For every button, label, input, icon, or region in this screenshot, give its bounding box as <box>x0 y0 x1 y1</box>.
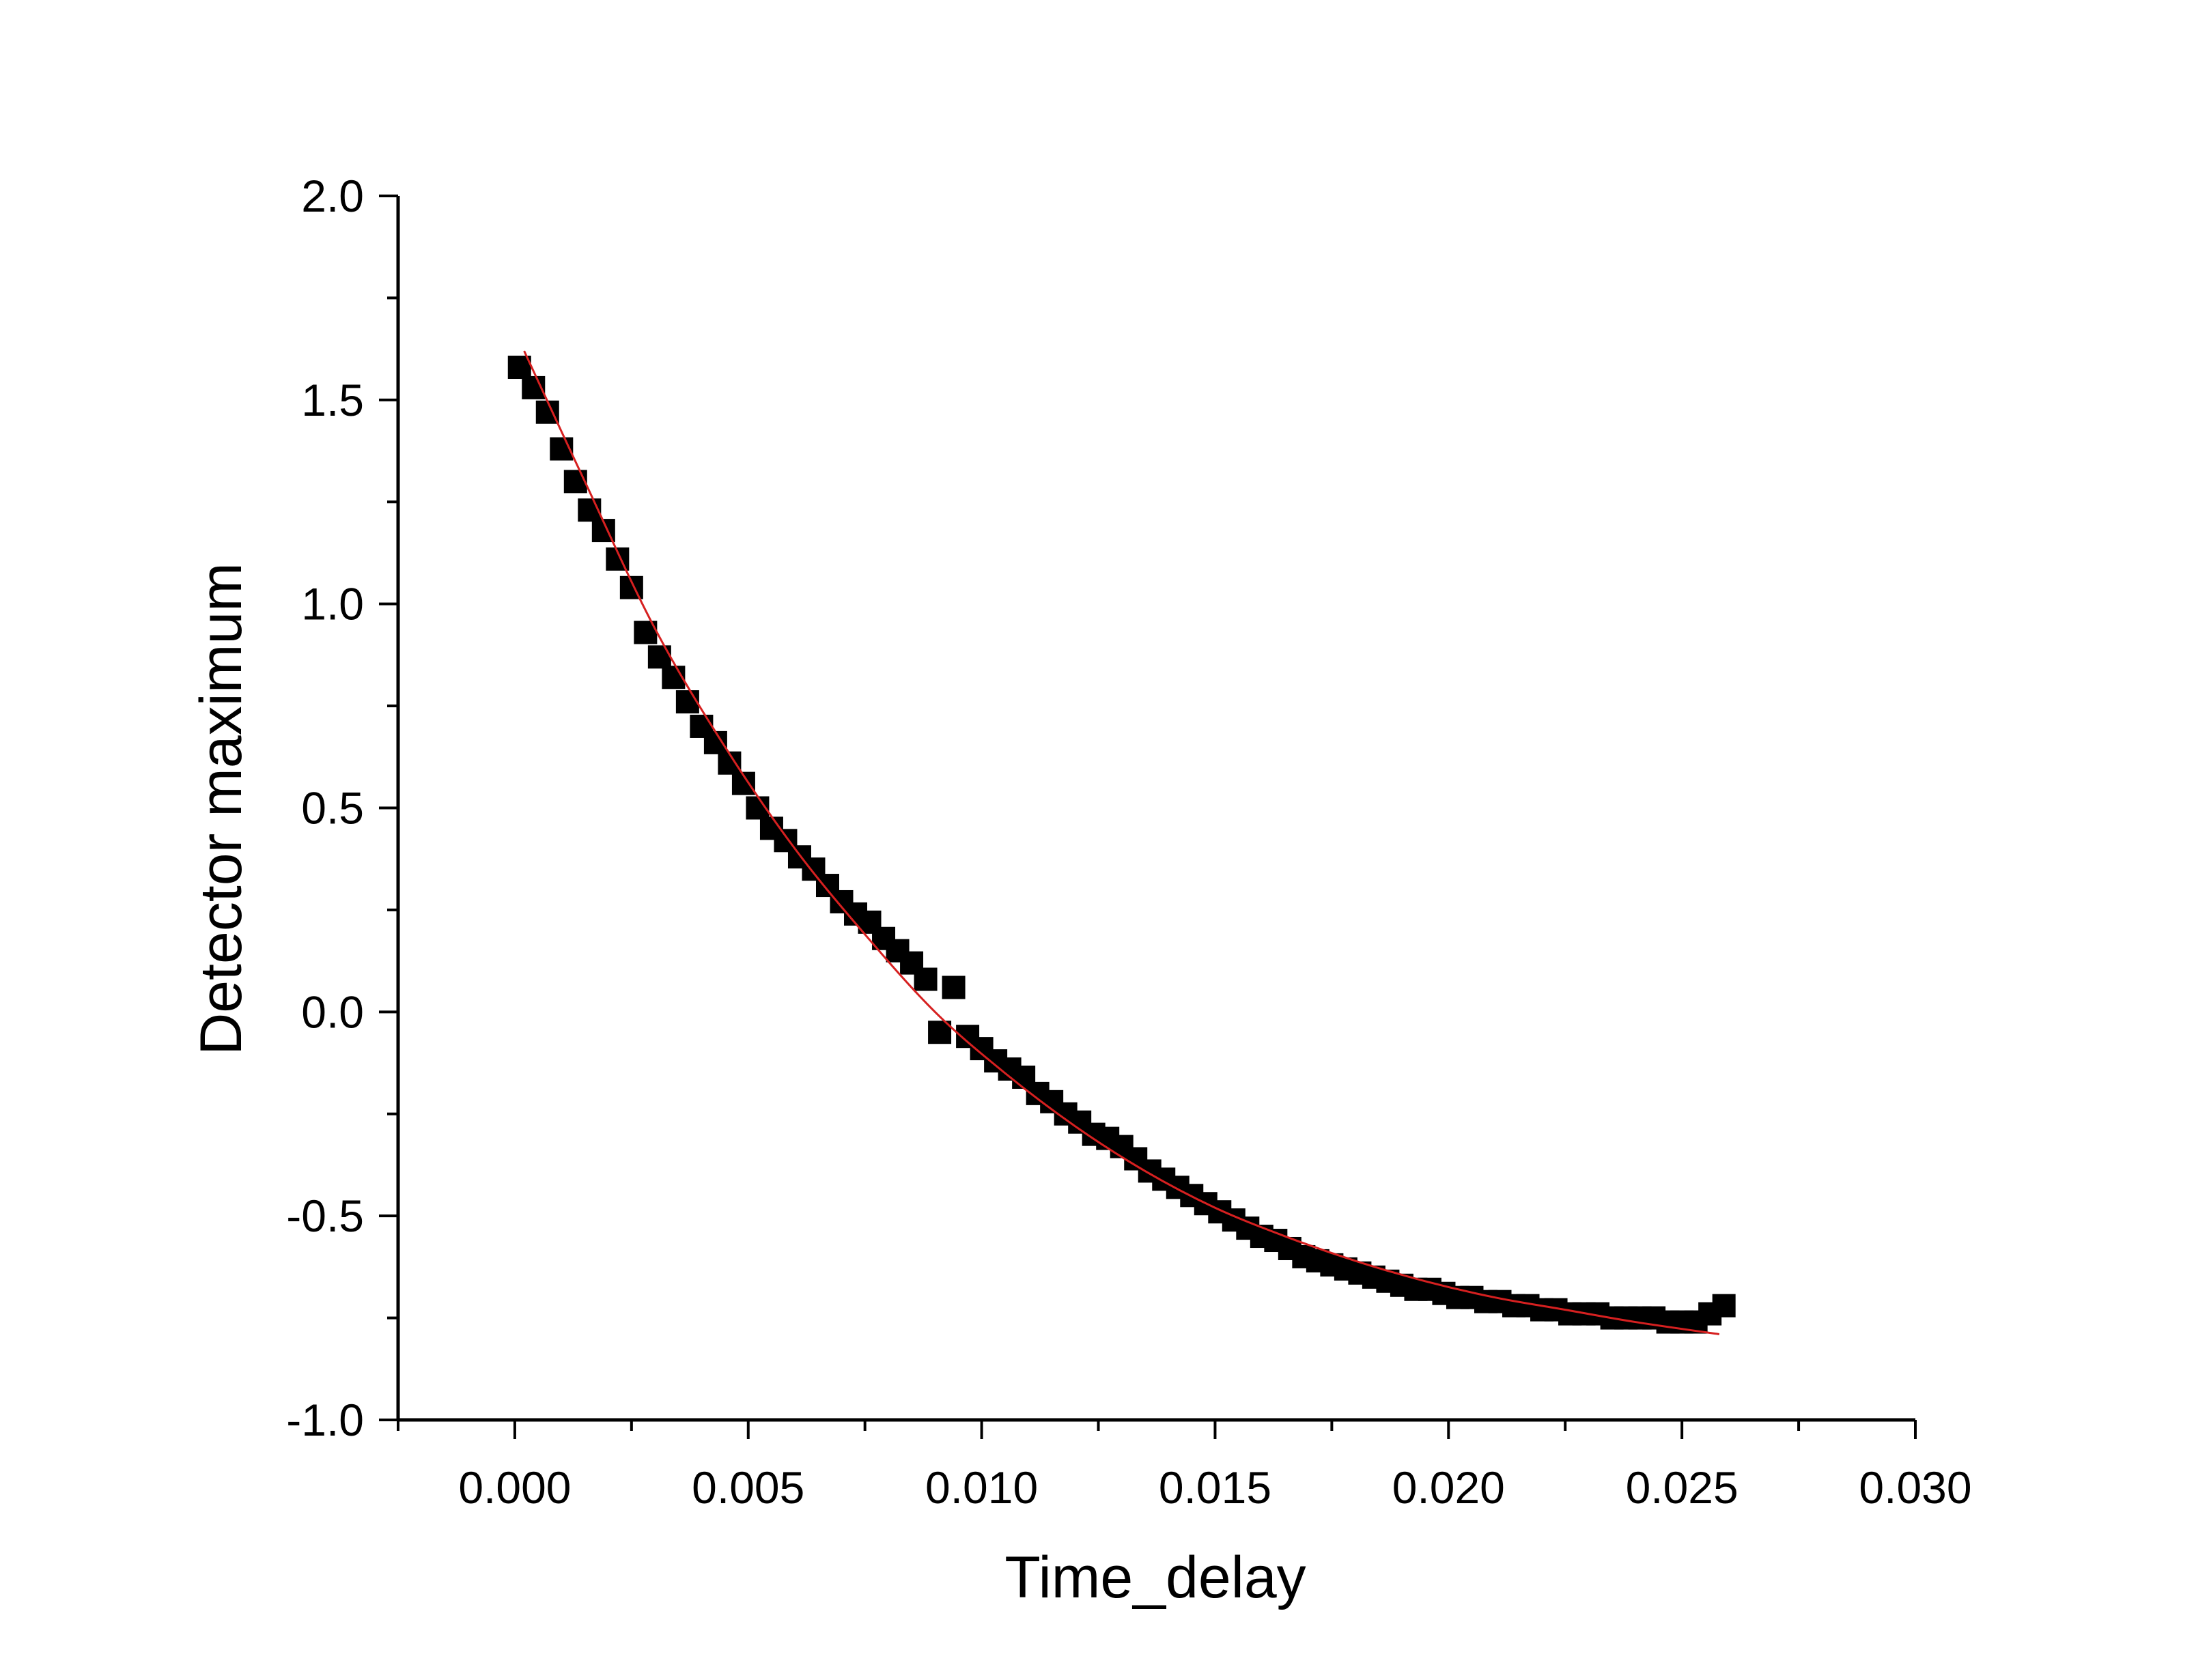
y-tick-label: -1.0 <box>286 1395 364 1445</box>
data-points <box>507 356 1736 1334</box>
y-tick-label: 1.0 <box>301 579 364 629</box>
x-tick-label: 0.030 <box>1859 1462 1971 1513</box>
y-tick-label: 2.0 <box>301 171 364 221</box>
y-tick-label: 1.5 <box>301 375 364 425</box>
y-axis-title: Detector maximum <box>188 563 254 1055</box>
x-tick-label: 0.010 <box>925 1462 1038 1513</box>
x-tick-label: 0.005 <box>692 1462 804 1513</box>
data-point <box>563 470 587 494</box>
data-point <box>647 645 671 669</box>
y-ticks: -1.0 -0.5 0.0 0.5 1.0 1.5 2.0 <box>286 171 398 1445</box>
data-point <box>675 690 699 714</box>
y-tick-label: -0.5 <box>286 1191 364 1241</box>
y-tick-label: 0.0 <box>301 986 364 1037</box>
x-axis-title: Time_delay <box>1004 1545 1306 1610</box>
data-point <box>1712 1294 1736 1318</box>
y-tick-label: 0.5 <box>301 783 364 834</box>
fit-curve <box>523 350 1720 1335</box>
data-point <box>914 967 938 991</box>
x-tick-label: 0.020 <box>1392 1462 1505 1513</box>
fit-curve-group <box>523 350 1720 1335</box>
x-tick-label: 0.015 <box>1159 1462 1271 1513</box>
data-point <box>703 730 727 754</box>
axes <box>396 196 1915 1422</box>
data-point <box>942 976 966 999</box>
x-ticks: 0.000 0.005 0.010 0.015 0.020 0.025 0.030 <box>397 1420 1972 1513</box>
x-tick-label: 0.025 <box>1626 1462 1738 1513</box>
x-tick-label: 0.000 <box>458 1462 571 1513</box>
